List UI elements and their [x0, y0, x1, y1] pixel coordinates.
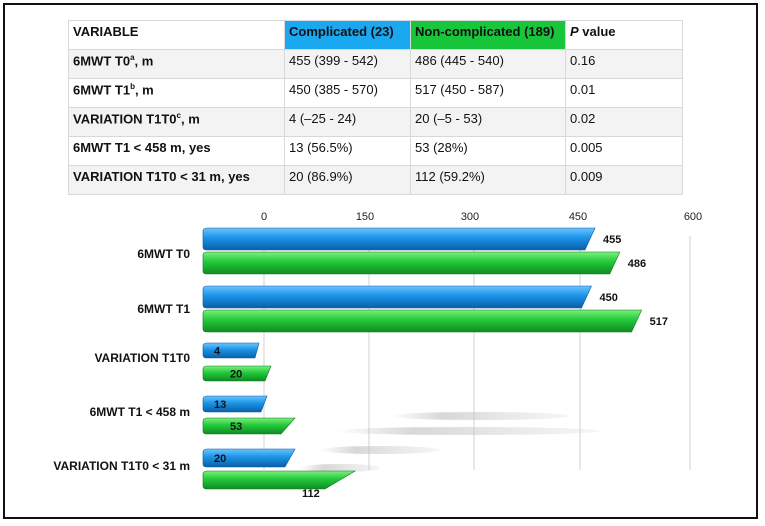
- row-pvalue: 0.005: [565, 136, 683, 166]
- bar-value-label: 455: [603, 234, 621, 246]
- row-variable: VARIATION T1T0c, m: [68, 107, 285, 137]
- row-complicated: 455 (399 - 542): [284, 49, 411, 79]
- bar-shadow: [390, 412, 570, 420]
- bar-value-label: 13: [214, 399, 226, 411]
- bar-value-label: 53: [230, 421, 242, 433]
- row-complicated: 20 (86.9%): [284, 165, 411, 195]
- bar-noncomplicated-0: [202, 251, 621, 275]
- row-variable: 6MWT T1 < 458 m, yes: [68, 136, 285, 166]
- row-pvalue: 0.01: [565, 78, 683, 108]
- header-p-rest: value: [578, 24, 616, 39]
- x-tick-label: 600: [684, 211, 702, 223]
- table-row: VARIATION T1T0 < 31 m, yes 20 (86.9%) 11…: [68, 165, 683, 195]
- row-complicated: 13 (56.5%): [284, 136, 411, 166]
- bar-noncomplicated-1: [202, 309, 643, 333]
- bar-shadow: [320, 446, 440, 454]
- x-tick-label: 300: [461, 211, 479, 223]
- table-row: 6MWT T1b, m 450 (385 - 570) 517 (450 - 5…: [68, 78, 683, 108]
- bar-complicated-0: [202, 227, 596, 251]
- row-pvalue: 0.16: [565, 49, 683, 79]
- bar-value-label: 486: [628, 258, 646, 270]
- row-pvalue: 0.02: [565, 107, 683, 137]
- bar-complicated-1: [202, 285, 592, 309]
- row-noncomplicated: 112 (59.2%): [410, 165, 566, 195]
- row-noncomplicated: 486 (445 - 540): [410, 49, 566, 79]
- bar-value-label: 112: [302, 488, 320, 500]
- row-complicated: 450 (385 - 570): [284, 78, 411, 108]
- bar-value-label: 517: [650, 316, 668, 328]
- bar-noncomplicated-3: [202, 417, 296, 435]
- y-category-label: VARIATION T1T0: [94, 351, 190, 365]
- y-category-label: 6MWT T1: [137, 302, 190, 316]
- bar-shadow: [335, 427, 600, 435]
- header-noncomplicated: Non-complicated (189): [410, 20, 566, 50]
- chart-labels: 0 150 300 450 600 6MWT T0 455 486 6MWT T1 450 517 V…: [53, 211, 702, 500]
- row-variable: 6MWT T1b, m: [68, 78, 285, 108]
- row-variable: VARIATION T1T0 < 31 m, yes: [68, 165, 285, 195]
- row-pvalue: 0.009: [565, 165, 683, 195]
- x-tick-label: 150: [356, 211, 374, 223]
- table-row: 6MWT T1 < 458 m, yes 13 (56.5%) 53 (28%)…: [68, 136, 683, 166]
- table-row: 6MWT T0a, m 455 (399 - 542) 486 (445 - 5…: [68, 49, 683, 79]
- y-category-label: 6MWT T0: [137, 247, 190, 261]
- bar-value-label: 20: [230, 369, 242, 381]
- bar-value-label: 20: [214, 453, 226, 465]
- bar-complicated-4: [202, 448, 296, 468]
- bar-noncomplicated-2: [202, 365, 272, 382]
- row-variable: 6MWT T0a, m: [68, 49, 285, 79]
- bar-value-label: 4: [214, 346, 221, 358]
- header-p-letter: P: [570, 24, 579, 39]
- bar-noncomplicated-4: [202, 470, 357, 490]
- chart-bars: [202, 227, 643, 490]
- x-tick-label: 450: [569, 211, 587, 223]
- bar-shadow: [300, 464, 380, 472]
- row-noncomplicated: 53 (28%): [410, 136, 566, 166]
- bar-complicated-2: [202, 342, 260, 359]
- y-category-label: VARIATION T1T0 < 31 m: [53, 459, 190, 473]
- chart-shadows: [300, 412, 600, 472]
- figure-frame: [3, 3, 758, 519]
- y-category-label: 6MWT T1 < 458 m: [90, 405, 190, 419]
- x-tick-label: 0: [261, 211, 267, 223]
- table-row: VARIATION T1T0c, m 4 (–25 - 24) 20 (–5 -…: [68, 107, 683, 137]
- row-noncomplicated: 517 (450 - 587): [410, 78, 566, 108]
- bar-complicated-3: [202, 395, 268, 413]
- bar-value-label: 450: [599, 292, 617, 304]
- stats-table: VARIABLE Complicated (23) Non-complicate…: [68, 20, 683, 195]
